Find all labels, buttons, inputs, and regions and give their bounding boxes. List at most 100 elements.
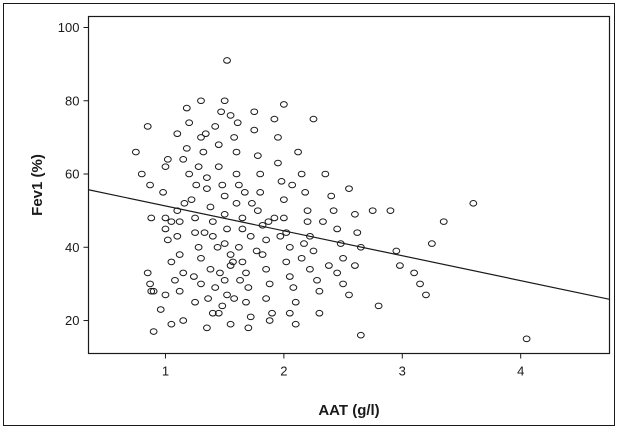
data-point [262,265,271,273]
data-point [279,196,288,203]
data-point [238,214,247,222]
data-point [218,302,227,310]
data-point [182,145,191,152]
data-point [214,141,223,149]
data-point [351,262,359,269]
data-point [277,178,286,185]
data-point [353,229,362,236]
data-point [270,115,279,123]
data-point [333,269,342,277]
data-point [345,291,353,299]
data-point [288,181,297,189]
data-point [279,214,288,222]
data-point [185,119,194,127]
data-point [200,229,209,236]
data-point [324,262,333,269]
data-point [203,185,211,192]
data-point [208,232,217,240]
data-point [214,163,223,170]
data-point [285,309,294,317]
data-point [303,218,312,225]
data-point [306,265,314,273]
data-point [246,232,255,240]
data-point [208,218,217,225]
data-point [410,269,419,277]
data-point [339,280,347,288]
data-point [242,269,250,277]
data-point [265,280,274,288]
data-point [329,207,338,214]
data-point [250,126,259,134]
data-point [232,200,241,207]
data-point [206,265,215,273]
data-point [234,181,243,189]
data-point [175,218,184,225]
data-point [244,284,253,291]
data-point [203,174,211,181]
data-point [309,115,318,123]
data-point [199,148,208,156]
data-point [149,287,158,295]
data-point [226,262,235,269]
data-point [238,258,247,266]
data-point [197,97,205,105]
data-point [131,148,140,156]
data-point [223,225,231,233]
x-tick-label: 4 [517,364,524,379]
x-tick-label: 1 [162,364,169,379]
data-point [179,269,188,277]
data-point [256,170,265,178]
data-point [191,229,199,236]
outer-border [3,3,615,426]
data-point [161,225,170,233]
data-point [248,200,256,207]
data-point [236,276,244,284]
data-point [194,163,203,170]
data-point [226,320,235,328]
data-point [321,170,330,178]
y-tick-label: 100 [58,20,80,35]
data-point [197,280,205,288]
plot-area [87,15,611,355]
y-axis-title: Fev1 (%) [29,154,46,216]
data-point [262,236,271,244]
data-point [220,211,229,218]
y-tick-label: 80 [65,93,79,108]
data-point [197,254,205,262]
data-point [146,280,154,288]
data-point [234,243,243,251]
data-point [163,236,172,244]
data-point [217,108,226,116]
data-point [214,309,223,317]
data-point [297,170,306,178]
data-point [211,123,220,130]
data-point [392,247,401,255]
data-point [253,152,262,159]
data-point [303,207,312,214]
data-point [230,134,239,141]
data-point [173,130,182,138]
data-point [319,218,327,225]
data-point [327,192,336,200]
data-point [161,214,170,222]
data-point [149,328,158,335]
data-point [285,243,294,251]
data-point [368,207,377,214]
data-point [161,291,170,299]
data-point [469,200,478,207]
data-point [238,225,247,233]
data-point [191,214,199,222]
data-point [252,247,261,255]
data-point [301,189,310,196]
data-point [220,240,229,247]
data-point [226,112,235,119]
data-point [416,280,424,288]
data-point [211,284,220,291]
data-point [220,276,229,284]
data-point [147,214,156,222]
data-point [163,156,172,163]
data-point [315,309,324,317]
data-point [167,320,176,328]
data-point [173,232,182,240]
